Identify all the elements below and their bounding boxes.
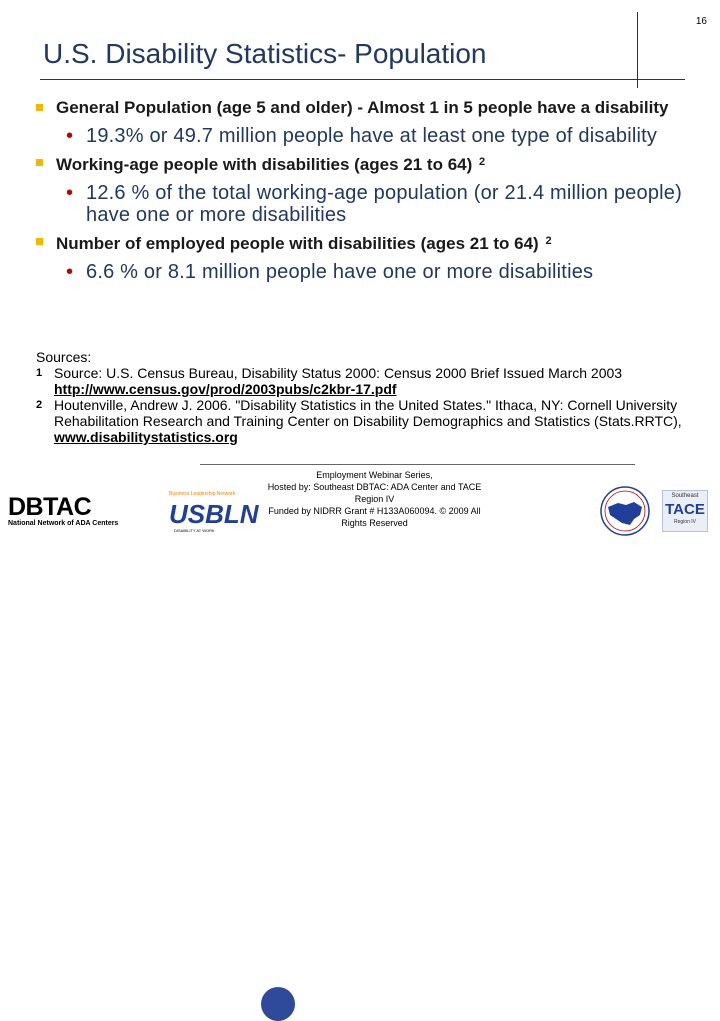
tace-top-text: Southeast — [671, 493, 699, 499]
sub-bullet-text: 19.3% or 49.7 million people have at lea… — [86, 125, 658, 147]
bullet-dot-icon: • — [66, 182, 74, 204]
southeast-dbtac-logo — [596, 485, 654, 537]
sub-bullet-text: 6.6 % or 8.1 million people have one or … — [86, 261, 594, 283]
southeast-map-icon — [600, 486, 650, 536]
usbln-logo: Business Leadership Network USBLN DISABI… — [129, 491, 295, 1021]
page-number: 16 — [695, 16, 707, 27]
bullet-square-icon — [36, 159, 43, 166]
bullet-square-icon — [36, 238, 43, 245]
sub-bullet-general-population: • 19.3% or 49.7 million people have at l… — [36, 125, 708, 147]
bullet-text: Number of employed people with disabilit… — [56, 234, 539, 253]
source-text: Source: U.S. Census Bureau, Disability S… — [54, 365, 623, 381]
bullet-dot-icon: • — [66, 261, 74, 283]
source-number: 1 — [36, 367, 43, 379]
page-title: U.S. Disability Statistics- Population — [43, 38, 487, 69]
usbln-wordmark: USBLN — [169, 499, 259, 529]
dbtac-logo: DBTAC National Network of ADA Centers — [8, 493, 119, 528]
title-horizontal-rule — [40, 79, 685, 80]
tace-logo: Southeast TACE Region IV — [662, 490, 708, 532]
sources-heading: Sources: — [36, 349, 92, 365]
sources-section: Sources: 1 Source: U.S. Census Bureau, D… — [36, 349, 711, 445]
bullet-working-age: Working-age people with disabilities (ag… — [36, 153, 708, 174]
source-number: 2 — [36, 399, 43, 411]
footer-line-1: Employment Webinar Series, — [316, 470, 433, 480]
seal-icon — [261, 987, 295, 1021]
footnote-ref: 2 — [545, 235, 552, 247]
usbln-subtitle: DISABILITY AT WORK — [174, 528, 215, 533]
sub-bullet-working-age: • 12.6 % of the total working-age popula… — [36, 182, 708, 226]
source-link[interactable]: http://www.census.gov/prod/2003pubs/c2kb… — [54, 381, 397, 397]
sub-bullet-text: 12.6 % of the total working-age populati… — [86, 182, 682, 226]
dbtac-wordmark: DBTAC — [8, 493, 92, 521]
usbln-tagline: Business Leadership Network — [169, 491, 236, 497]
source-text: Houtenville, Andrew J. 2006. "Disability… — [54, 397, 682, 429]
bullet-employed: Number of employed people with disabilit… — [36, 232, 708, 253]
footer-line-3: Funded by NIDRR Grant # H133A060094. © 2… — [268, 506, 481, 528]
source-link[interactable]: www.disabilitystatistics.org — [54, 429, 238, 445]
bullet-square-icon — [36, 104, 43, 111]
title-vertical-rule — [637, 12, 638, 88]
footer-rule — [200, 464, 635, 465]
tace-bottom-text: Region IV — [674, 519, 696, 525]
bullet-text: General Population (age 5 and older) - A… — [56, 98, 669, 117]
bullet-list: General Population (age 5 and older) - A… — [36, 98, 708, 289]
source-item: 1 Source: U.S. Census Bureau, Disability… — [36, 365, 711, 397]
bullet-general-population: General Population (age 5 and older) - A… — [36, 98, 708, 117]
tace-wordmark: TACE — [665, 501, 705, 518]
bullet-text: Working-age people with disabilities (ag… — [56, 155, 473, 174]
bullet-dot-icon: • — [66, 125, 74, 147]
footer-text: Employment Webinar Series, Hosted by: So… — [262, 469, 487, 529]
sub-bullet-employed: • 6.6 % or 8.1 million people have one o… — [36, 261, 708, 283]
footer-line-2: Hosted by: Southeast DBTAC: ADA Center a… — [267, 482, 482, 504]
dbtac-tagline: National Network of ADA Centers — [8, 520, 119, 527]
source-item: 2 Houtenville, Andrew J. 2006. "Disabili… — [36, 397, 711, 445]
footnote-ref: 2 — [479, 156, 486, 168]
